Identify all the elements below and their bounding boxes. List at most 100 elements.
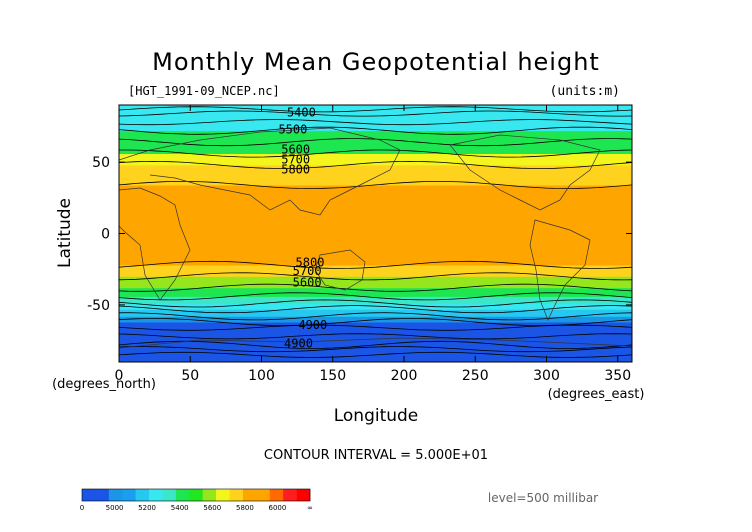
colorbar-cell [135,489,150,501]
x-axis-title: Longitude [334,406,419,426]
colorbar-tick-label: 5400 [171,504,189,512]
contour-line [119,324,632,331]
contour-line [119,305,632,314]
height-band [119,153,632,166]
colorbar-cell [162,489,177,501]
australia-outline [314,249,366,291]
south-america-outline [529,219,591,321]
x-tick-label: 150 [319,368,346,384]
eurasia-outline [119,127,401,216]
contour-label: 5700 [281,153,310,167]
contour-label: 4900 [284,337,313,351]
colorbar-cell [82,489,96,501]
contour-label: 4900 [298,318,327,332]
contour-line [119,110,632,117]
contour-label: 5600 [293,275,322,289]
units-label: (units:m) [550,84,620,99]
colorbar-frame [81,488,311,502]
contour-label: 5400 [287,105,316,119]
contour-line [119,346,632,353]
contour-line [119,292,632,301]
contour-label: 5800 [296,255,325,269]
contour-label: 5600 [281,143,310,157]
contour-line [119,160,632,169]
colorbar-tick-label: 0 [80,504,84,512]
height-band [119,130,632,143]
contour-label: 5500 [278,123,307,137]
x-tick-label: 100 [248,368,275,384]
contour-line [119,272,632,281]
colorbar-tick-label: 6000 [268,504,286,512]
colorbar-tick-label: ∞ [307,504,313,512]
colorbar-cell [149,489,163,501]
height-band [119,344,632,362]
x-axis: 0 50 100 150 200 250 300 350 [115,105,631,384]
height-band [119,287,632,297]
contour-interval-text: CONTOUR INTERVAL = 5.000E+01 [264,448,488,463]
colorbar-cell [256,489,271,501]
colorbar-cell [269,489,284,501]
colorbar-cell [296,489,311,501]
contour-line [119,340,632,349]
height-band [119,165,632,186]
colorbar-tick-label: 5600 [203,504,221,512]
africa-outline [119,187,191,301]
colorbar-cell [189,489,203,501]
contour-label: 5700 [293,264,322,278]
x-unit-label: (degrees_east) [548,387,645,402]
height-band [119,185,632,266]
colorbar-cell [229,489,244,501]
y-axis: -50 0 50 [87,155,632,314]
contour-line [119,333,632,340]
y-tick-label: 50 [92,155,110,171]
y-tick-label: 0 [101,227,110,243]
colorbar-cell [216,489,230,501]
y-axis-title: Latitude [55,198,75,268]
y-unit-label: (degrees_north) [52,377,156,392]
colorbar-cell [108,489,123,501]
contour-line [119,149,632,158]
x-tick-label: 250 [462,368,489,384]
contour-lines [119,106,632,358]
contour-label: 5800 [281,163,310,177]
x-tick-label: 0 [115,368,124,384]
height-band [119,264,632,277]
antarctica-outline [119,337,632,349]
colorbar-cell [283,489,297,501]
contour-line [119,260,632,269]
contour-line [119,106,632,113]
contour-line [119,126,632,135]
contour-line [119,312,632,321]
y-tick-label: -50 [87,298,110,314]
colorbar-cell [122,489,136,501]
colorbar-cell [95,489,110,501]
contour-line [119,283,632,292]
colorbar-cell [242,489,257,501]
contour-line [119,181,632,189]
colorbar-tick-label: 5000 [106,504,124,512]
height-band [119,276,632,289]
north-america-outline [449,134,601,211]
colorbar: 0 5000 5200 5400 5600 5800 6000 ∞ [80,488,313,512]
x-tick-label: 200 [391,368,418,384]
contour-line [119,299,632,308]
level-text: level=500 millibar [488,491,598,505]
colorbar-tick-label: 5800 [236,504,254,512]
height-band [119,303,632,310]
x-tick-label: 300 [533,368,560,384]
height-bands [119,105,632,362]
file-label: [HGT_1991-09_NCEP.nc] [128,84,280,98]
continent-outlines [119,127,632,349]
colorbar-tick-label: 5200 [138,504,156,512]
height-band [119,105,632,132]
x-tick-label: 350 [604,368,631,384]
chart-title: Monthly Mean Geopotential height [152,48,600,76]
x-tick-label: 50 [181,368,199,384]
height-band [119,142,632,154]
colorbar-cell [175,489,190,501]
colorbar-cell [202,489,217,501]
height-band [119,296,632,304]
